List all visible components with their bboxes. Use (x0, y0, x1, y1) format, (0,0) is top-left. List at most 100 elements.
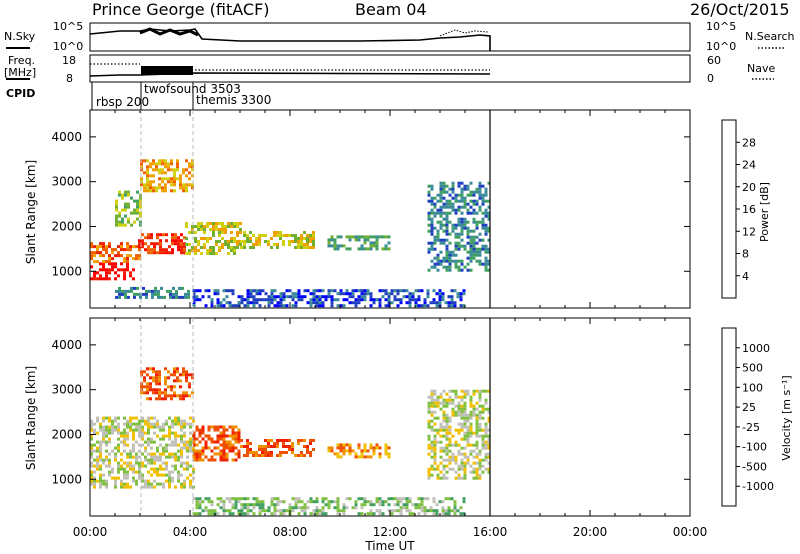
velocity-panel-cell (267, 442, 270, 445)
power-panel-cell (154, 292, 157, 296)
velocity-panel-cell (120, 458, 123, 462)
velocity-panel-cell (484, 455, 488, 459)
velocity-panel-cell (484, 431, 488, 435)
power-panel-cell (99, 277, 102, 281)
power-panel-cell (173, 183, 176, 187)
velocity-panel-cell (433, 449, 437, 453)
power-panel-cell (126, 242, 129, 246)
velocity-panel-cell (165, 419, 168, 423)
velocity-panel-cell (150, 422, 153, 426)
velocity-panel-cell (297, 497, 301, 501)
power-panel-cell (300, 295, 304, 299)
velocity-panel-cell (150, 482, 153, 486)
power-panel-cell (393, 295, 397, 299)
power-panel-cell (180, 242, 183, 246)
power-panel-cell (417, 295, 421, 299)
velocity-panel-cell (153, 458, 156, 462)
velocity-panel-cell (123, 416, 126, 420)
velocity-panel-cell (168, 434, 171, 438)
power-panel-cell (369, 298, 373, 302)
power-panel-cell (427, 250, 431, 254)
power-panel-cell (432, 289, 436, 293)
power-panel-cell (484, 229, 488, 233)
velocity-panel-cell (270, 512, 274, 516)
velocity-panel-cell (466, 434, 470, 438)
velocity-panel-cell (481, 440, 485, 444)
velocity-panel-cell (90, 464, 93, 468)
power-panel-cell (393, 289, 397, 293)
velocity-panel-cell (150, 473, 153, 477)
velocity-panel-cell (108, 428, 111, 432)
velocity-panel-cell (237, 434, 241, 438)
velocity-panel-cell (153, 485, 156, 489)
velocity-panel-cell (267, 451, 270, 454)
velocity-panel-cell (417, 512, 421, 516)
velocity-panel-cell (427, 425, 431, 429)
velocity-panel-cell (132, 434, 135, 438)
power-panel-cell (457, 220, 461, 224)
power-panel-cell (414, 304, 418, 308)
velocity-panel-cell (138, 473, 141, 477)
power-panel-cell (270, 295, 274, 299)
velocity-panel-cell (189, 437, 192, 441)
velocity-panel-cell (168, 470, 171, 474)
power-panel-cell (478, 232, 482, 236)
velocity-panel-cell (189, 443, 192, 447)
power-panel-cell (143, 171, 146, 175)
power-panel-cell (291, 234, 294, 237)
velocity-panel-cell (472, 467, 476, 471)
power-panel-cell (336, 244, 340, 248)
velocity-panel-cell (105, 428, 108, 432)
velocity-panel-cell (441, 509, 445, 513)
velocity-panel-cell (469, 425, 473, 429)
velocity-panel-cell (210, 440, 214, 444)
power-panel-cell (312, 231, 315, 234)
velocity-panel-cell (135, 440, 138, 444)
power-panel-cell (183, 242, 186, 246)
velocity-panel-cell (102, 425, 105, 429)
velocity-panel-cell (487, 407, 491, 411)
velocity-panel-cell (463, 446, 467, 450)
power-panel-cell (360, 289, 364, 293)
power-panel-cell (99, 274, 102, 278)
power-panel-cell (155, 162, 158, 166)
velocity-panel-cell (114, 446, 117, 450)
velocity-panel-cell (405, 509, 409, 513)
velocity-panel-colorbar-tick-label: -100 (742, 441, 767, 454)
power-panel-cell (117, 274, 120, 278)
power-panel-ytick-label: 4000 (51, 130, 82, 144)
velocity-panel-cell (460, 467, 464, 471)
power-panel-cell (285, 289, 289, 293)
power-panel-cell (127, 190, 130, 194)
velocity-panel-cell (138, 443, 141, 447)
cpid-label: CPID (6, 87, 35, 100)
velocity-panel-cell (177, 449, 180, 453)
velocity-panel-cell (150, 446, 153, 450)
power-panel-cell (227, 246, 230, 249)
power-panel-cell (354, 304, 358, 308)
power-panel-cell (445, 184, 449, 188)
velocity-panel-cell (417, 503, 421, 507)
velocity-panel-cell (372, 503, 376, 507)
velocity-panel-cell (246, 454, 249, 457)
power-panel-cell (124, 190, 127, 194)
power-panel-cell (147, 236, 150, 240)
velocity-panel-cell (478, 404, 482, 408)
power-panel-cell (339, 292, 343, 296)
power-panel-cell (469, 247, 473, 251)
velocity-panel-cell (408, 509, 412, 513)
velocity-panel-cell (387, 455, 391, 459)
velocity-panel-cell (303, 506, 307, 510)
velocity-panel-cell (439, 401, 443, 405)
power-panel-cell (192, 292, 196, 296)
power-panel-cell (463, 223, 467, 227)
power-panel-cell (282, 234, 285, 237)
velocity-panel-cell (174, 443, 177, 447)
power-panel-cell (133, 199, 136, 203)
velocity-panel-ytick-label: 4000 (51, 338, 82, 352)
power-panel-cell (209, 222, 212, 225)
velocity-panel-cell (445, 428, 449, 432)
power-panel-cell (348, 238, 352, 242)
velocity-panel-cell (173, 391, 176, 395)
power-panel-cell (360, 295, 364, 299)
